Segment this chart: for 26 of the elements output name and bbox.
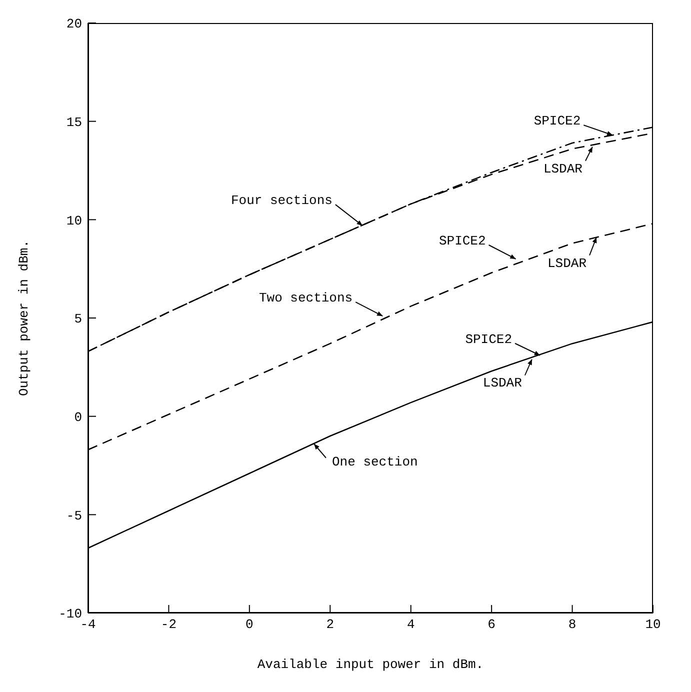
x-tick-label: 2 xyxy=(326,617,334,632)
annotation: SPICE2 xyxy=(438,233,486,248)
x-tick-label: 8 xyxy=(568,617,576,632)
annotation: Two sections xyxy=(258,290,353,306)
annotation: SPICE2 xyxy=(534,114,581,129)
annotation: One section xyxy=(332,454,418,470)
x-tick-label: -4 xyxy=(80,617,96,632)
annotation: SPICE2 xyxy=(465,332,512,347)
y-tick-label: 0 xyxy=(74,410,82,425)
y-axis-title: Output power in dBm. xyxy=(16,240,32,396)
y-tick-label: 5 xyxy=(74,312,82,327)
x-tick-label: 10 xyxy=(645,617,661,632)
x-axis-title: Available input power in dBm. xyxy=(257,657,484,672)
x-tick-label: 6 xyxy=(488,617,496,632)
annotation: LSDAR xyxy=(547,256,587,271)
annotation: LSDAR xyxy=(482,376,522,391)
x-tick-label: 4 xyxy=(406,617,415,632)
annotation: Four sections xyxy=(231,193,332,208)
y-tick-label: 10 xyxy=(66,213,82,228)
y-tick-label: -10 xyxy=(58,606,82,622)
y-tick-label: 20 xyxy=(66,16,82,32)
x-tick-label: 0 xyxy=(246,617,254,632)
annotation: LSDAR xyxy=(543,161,583,176)
x-tick-label: -2 xyxy=(160,617,177,632)
y-tick-label: 15 xyxy=(66,114,82,130)
y-tick-label: -5 xyxy=(66,508,82,524)
